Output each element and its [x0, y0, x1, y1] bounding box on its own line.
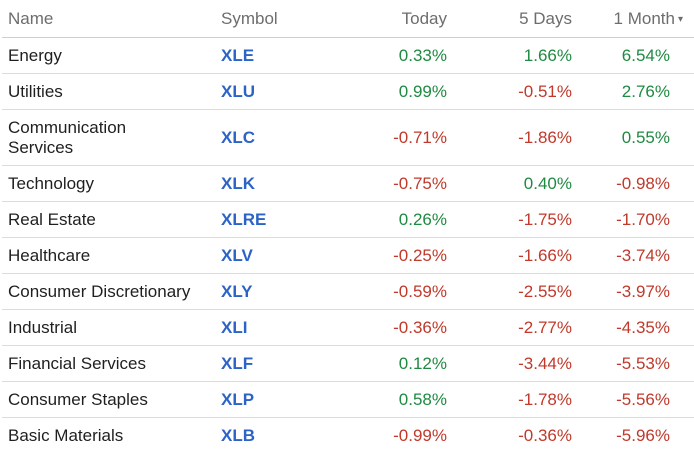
table-row[interactable]: Consumer Discretionary XLY -0.59% -2.55% -3.…: [2, 274, 694, 310]
column-header-5-days[interactable]: 5 Days: [519, 8, 572, 28]
column-header-name[interactable]: Name: [8, 8, 54, 28]
one-month-change: 2.76%: [621, 81, 670, 101]
column-header-1-month[interactable]: 1 Month ▾: [572, 9, 694, 29]
symbol-cell: XLE: [212, 46, 332, 66]
today-change: 0.58%: [398, 389, 447, 409]
sort-descending-icon: ▾: [677, 13, 683, 25]
five-day-change: -1.86%: [518, 127, 572, 147]
symbol-cell: XLU: [212, 82, 332, 102]
symbol-cell: XLY: [212, 282, 332, 302]
symbol-link[interactable]: XLU: [221, 81, 255, 101]
symbol-cell: XLP: [212, 390, 332, 410]
today-change: 0.26%: [398, 209, 447, 229]
symbol-link[interactable]: XLV: [221, 245, 253, 265]
table-row[interactable]: Industrial XLI -0.36% -2.77% -4.35%: [2, 310, 694, 346]
sector-name: Basic Materials: [8, 425, 124, 445]
five-day-change: 0.40%: [523, 173, 572, 193]
symbol-link[interactable]: XLRE: [221, 209, 267, 229]
sector-name: Financial Services: [8, 353, 146, 373]
today-change: -0.36%: [393, 317, 447, 337]
column-header-symbol[interactable]: Symbol: [221, 8, 278, 28]
table-row[interactable]: Utilities XLU 0.99% -0.51% 2.76%: [2, 74, 694, 110]
table-row[interactable]: Healthcare XLV -0.25% -1.66% -3.74%: [2, 238, 694, 274]
five-day-change: -0.36%: [518, 425, 572, 445]
today-change: 0.99%: [398, 81, 447, 101]
column-header-today[interactable]: Today: [401, 8, 447, 28]
five-day-change: -2.55%: [518, 281, 572, 301]
one-month-change: -1.70%: [616, 209, 670, 229]
table-row[interactable]: Financial Services XLF 0.12% -3.44% -5.53%: [2, 346, 694, 382]
symbol-link[interactable]: XLB: [221, 425, 255, 445]
symbol-link[interactable]: XLY: [221, 281, 253, 301]
symbol-link[interactable]: XLC: [221, 127, 255, 147]
table-row[interactable]: Basic Materials XLB -0.99% -0.36% -5.96%: [2, 418, 694, 453]
table-row[interactable]: Real Estate XLRE 0.26% -1.75% -1.70%: [2, 202, 694, 238]
sector-name: Industrial: [8, 317, 77, 337]
symbol-cell: XLK: [212, 174, 332, 194]
five-day-change: -2.77%: [518, 317, 572, 337]
symbol-link[interactable]: XLI: [221, 317, 248, 337]
table-row[interactable]: Technology XLK -0.75% 0.40% -0.98%: [2, 166, 694, 202]
five-day-change: -1.78%: [518, 389, 572, 409]
table-header: Name Symbol Today 5 Days 1 Month ▾: [2, 0, 694, 38]
sector-name: Communication Services: [8, 117, 127, 157]
one-month-change: -3.74%: [616, 245, 670, 265]
one-month-change: 0.55%: [621, 127, 670, 147]
symbol-cell: XLV: [212, 246, 332, 266]
five-day-change: 1.66%: [523, 45, 572, 65]
symbol-link[interactable]: XLK: [221, 173, 255, 193]
symbol-cell: XLRE: [212, 210, 332, 230]
five-day-change: -1.75%: [518, 209, 572, 229]
symbol-link[interactable]: XLE: [221, 45, 255, 65]
five-day-change: -1.66%: [518, 245, 572, 265]
table-row[interactable]: Communication Services XLC -0.71% -1.86% 0.5…: [2, 110, 694, 166]
sector-name: Healthcare: [8, 245, 91, 265]
symbol-link[interactable]: XLF: [221, 353, 254, 373]
one-month-change: 6.54%: [621, 45, 670, 65]
today-change: -0.99%: [393, 425, 447, 445]
today-change: 0.12%: [398, 353, 447, 373]
one-month-change: -0.98%: [616, 173, 670, 193]
five-day-change: -0.51%: [518, 81, 572, 101]
symbol-cell: XLI: [212, 318, 332, 338]
one-month-change: -5.56%: [616, 389, 670, 409]
today-change: 0.33%: [398, 45, 447, 65]
one-month-change: -5.53%: [616, 353, 670, 373]
table-row[interactable]: Consumer Staples XLP 0.58% -1.78% -5.56%: [2, 382, 694, 418]
today-change: -0.25%: [393, 245, 447, 265]
sector-name: Consumer Discretionary: [8, 281, 191, 301]
one-month-change: -4.35%: [616, 317, 670, 337]
symbol-cell: XLB: [212, 426, 332, 446]
one-month-change: -5.96%: [616, 425, 670, 445]
column-header-1-month-label: 1 Month: [613, 8, 675, 28]
today-change: -0.75%: [393, 173, 447, 193]
symbol-cell: XLF: [212, 354, 332, 374]
sector-name: Energy: [8, 45, 62, 65]
symbol-link[interactable]: XLP: [221, 389, 255, 409]
sector-name: Utilities: [8, 81, 63, 101]
sector-name: Consumer Staples: [8, 389, 148, 409]
table-body: Energy XLE 0.33% 1.66% 6.54% Utilities XLU 0.99…: [2, 38, 694, 453]
today-change: -0.59%: [393, 281, 447, 301]
one-month-change: -3.97%: [616, 281, 670, 301]
sector-name: Real Estate: [8, 209, 96, 229]
table-row[interactable]: Energy XLE 0.33% 1.66% 6.54%: [2, 38, 694, 74]
today-change: -0.71%: [393, 127, 447, 147]
sector-name: Technology: [8, 173, 95, 193]
five-day-change: -3.44%: [518, 353, 572, 373]
symbol-cell: XLC: [212, 128, 332, 148]
